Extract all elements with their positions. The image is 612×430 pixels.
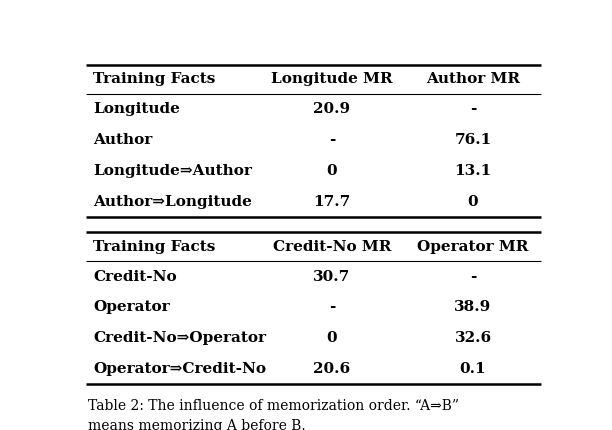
Text: Longitude⇒Author: Longitude⇒Author [93, 164, 252, 178]
Text: -: - [470, 270, 476, 283]
Text: -: - [470, 102, 476, 117]
Text: 76.1: 76.1 [454, 133, 491, 147]
Text: 0.1: 0.1 [460, 362, 487, 376]
Text: Operator MR: Operator MR [417, 240, 529, 254]
Text: Table 2: The influence of memorization order. “A⇒B”
means memorizing A before B.: Table 2: The influence of memorization o… [88, 399, 460, 430]
Text: Credit-No⇒Operator: Credit-No⇒Operator [93, 331, 266, 345]
Text: Operator: Operator [93, 301, 170, 314]
Text: Author: Author [93, 133, 152, 147]
Text: 20.6: 20.6 [313, 362, 351, 376]
Text: Credit-No: Credit-No [93, 270, 177, 283]
Text: Longitude MR: Longitude MR [271, 72, 393, 86]
Text: Training Facts: Training Facts [93, 72, 215, 86]
Text: Longitude: Longitude [93, 102, 180, 117]
Text: Training Facts: Training Facts [93, 240, 215, 254]
Text: -: - [329, 301, 335, 314]
Text: -: - [329, 133, 335, 147]
Text: 0: 0 [468, 195, 479, 209]
Text: Author MR: Author MR [426, 72, 520, 86]
Text: 32.6: 32.6 [455, 331, 491, 345]
Text: 20.9: 20.9 [313, 102, 351, 117]
Text: 0: 0 [327, 164, 337, 178]
Text: 0: 0 [327, 331, 337, 345]
Text: 13.1: 13.1 [454, 164, 491, 178]
Text: Operator⇒Credit-No: Operator⇒Credit-No [93, 362, 266, 376]
Text: Credit-No MR: Credit-No MR [273, 240, 391, 254]
Text: 17.7: 17.7 [313, 195, 351, 209]
Text: 38.9: 38.9 [454, 301, 491, 314]
Text: 30.7: 30.7 [313, 270, 351, 283]
Text: Author⇒Longitude: Author⇒Longitude [93, 195, 252, 209]
